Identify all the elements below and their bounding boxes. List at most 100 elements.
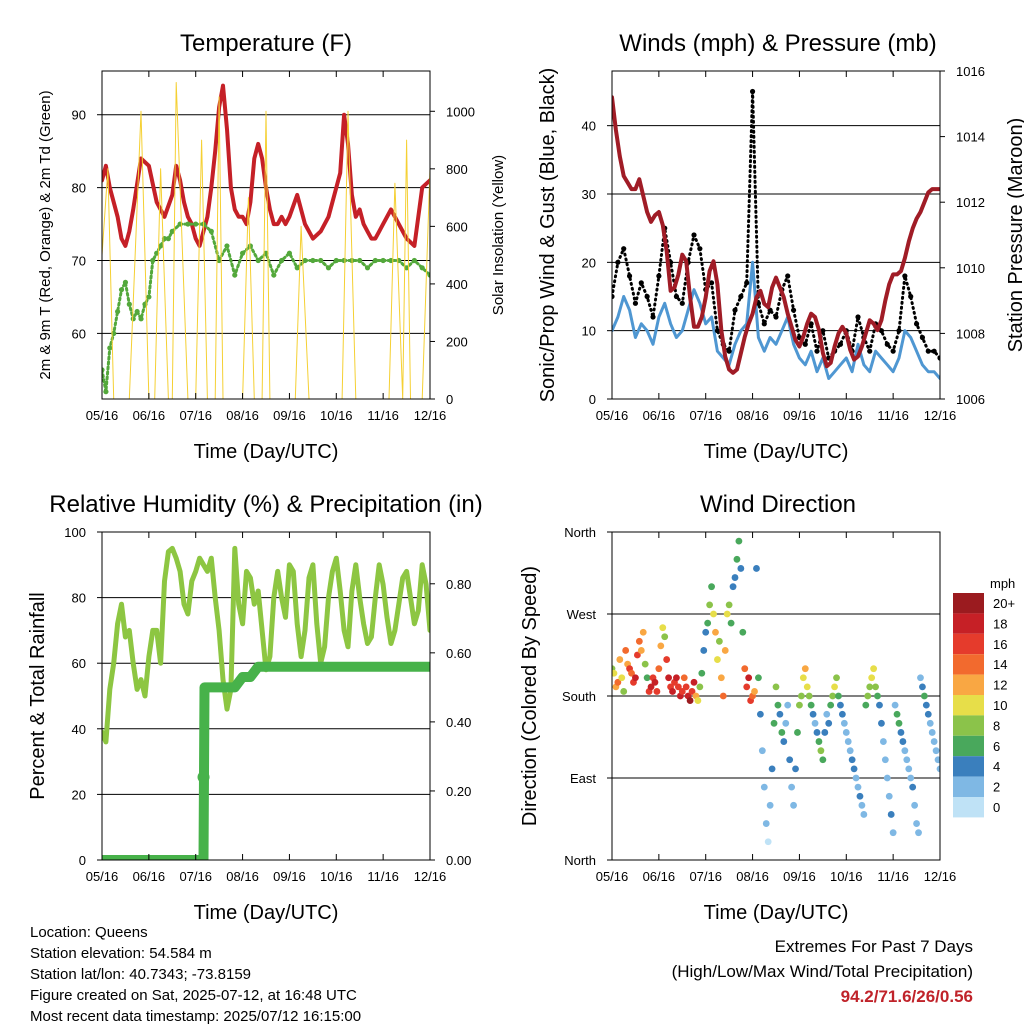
direction-point xyxy=(930,738,938,745)
direction-point xyxy=(911,801,919,809)
series-temp xyxy=(102,83,430,248)
plot-frame xyxy=(101,70,431,400)
direction-point xyxy=(838,710,846,718)
x-tick-label: 11/16 xyxy=(877,408,909,423)
winds-pressure-panel: Winds (mph) & Pressure (mb) 05/16 06/16 07/… xyxy=(537,30,1024,463)
point-dew xyxy=(372,257,378,264)
direction-point xyxy=(723,610,731,618)
chart-title: Temperature (F) xyxy=(180,30,352,57)
direction-point xyxy=(719,692,727,700)
y-right-tick-label: 200 xyxy=(446,334,468,349)
direction-point xyxy=(786,756,794,764)
direction-point xyxy=(708,583,715,591)
point-dew xyxy=(364,265,371,271)
legend-label: 8 xyxy=(993,718,1000,733)
y-right-tick-label: 800 xyxy=(446,162,468,177)
direction-point xyxy=(915,829,922,837)
direction-point xyxy=(796,701,803,709)
y-right-tick-label: 0.40 xyxy=(446,715,471,730)
point-gust xyxy=(632,300,639,306)
direction-point xyxy=(733,555,741,563)
direction-point xyxy=(905,765,913,773)
extremes-box: Extremes For Past 7 Days (High/Low/Max W… xyxy=(672,934,973,1009)
direction-point xyxy=(643,674,651,682)
direction-point xyxy=(717,674,725,682)
direction-point xyxy=(725,601,733,609)
y-tick-label: 0 xyxy=(589,392,596,407)
direction-point xyxy=(673,674,680,682)
point-dew xyxy=(380,257,386,264)
series-pressure xyxy=(612,95,940,375)
point-dew xyxy=(255,257,261,264)
direction-point xyxy=(618,674,626,682)
direction-point xyxy=(756,710,764,718)
point-gust xyxy=(785,273,791,279)
direction-point xyxy=(678,688,686,695)
direction-point xyxy=(920,692,928,700)
legend-swatch xyxy=(953,633,984,655)
direction-point xyxy=(825,719,833,727)
legend-label: 0 xyxy=(993,800,1000,815)
x-tick-label: 12/16 xyxy=(414,408,447,423)
y-right-tick-label: 0.20 xyxy=(446,784,471,799)
y-right-tick-label: 0.60 xyxy=(446,646,471,661)
point-gust xyxy=(802,341,808,347)
direction-point xyxy=(772,683,780,691)
direction-point xyxy=(907,774,915,782)
direction-point xyxy=(766,801,774,809)
point-dew xyxy=(325,265,332,271)
direction-point xyxy=(735,537,743,545)
direction-point xyxy=(712,628,719,636)
legend-label: 6 xyxy=(993,739,1000,754)
direction-point xyxy=(837,701,844,709)
direction-point xyxy=(878,719,885,727)
direction-point xyxy=(819,756,827,764)
point-gust xyxy=(708,280,715,286)
direction-point xyxy=(827,701,835,709)
humidity-precip-panel: Relative Humidity (%) & Precipitation (i… xyxy=(27,491,483,924)
x-tick-label: 05/16 xyxy=(596,408,629,423)
direction-point xyxy=(835,692,842,700)
direction-point xyxy=(768,765,776,773)
direction-point xyxy=(651,678,659,686)
point-dew xyxy=(271,272,277,278)
direction-point xyxy=(831,683,838,691)
direction-point xyxy=(897,729,905,736)
legend-swatch xyxy=(953,613,984,634)
x-tick-label: 09/16 xyxy=(273,408,306,423)
point-dew xyxy=(122,279,129,285)
chart-title: Wind Direction xyxy=(700,491,856,518)
y-right-tick-label: 1010 xyxy=(956,261,985,276)
point-dew xyxy=(216,257,222,264)
y-tick-label: North xyxy=(564,525,596,540)
direction-point xyxy=(704,619,712,627)
direction-point xyxy=(776,710,784,718)
direction-point xyxy=(694,697,702,704)
point-dew xyxy=(396,257,402,264)
x-tick-label: 10/16 xyxy=(320,408,353,423)
x-tick-label: 07/16 xyxy=(179,869,212,884)
direction-point xyxy=(663,656,671,663)
point-dew xyxy=(286,250,293,256)
y-tick-label: 20 xyxy=(72,787,86,802)
point-gust xyxy=(820,328,826,334)
point-gust xyxy=(650,314,656,320)
y-right-tick-label: 1008 xyxy=(956,326,985,341)
x-tick-label: 07/16 xyxy=(689,869,722,884)
x-axis-label: Time (Day/UTC) xyxy=(704,441,849,463)
point-gust xyxy=(673,293,680,300)
y-axis-label: 2m & 9m T (Red, Orange) & 2m Td (Green) xyxy=(37,90,54,379)
x-axis-label: Time (Day/UTC) xyxy=(194,441,339,463)
direction-point xyxy=(811,719,819,727)
direction-point xyxy=(622,647,630,654)
y-tick-label: 90 xyxy=(72,108,86,123)
x-tick-label: 07/16 xyxy=(179,408,212,423)
figure-created: Figure created on Sat, 2025-07-12, at 16… xyxy=(30,987,357,1004)
point-gust xyxy=(890,348,896,354)
direction-point xyxy=(909,783,917,791)
point-gust xyxy=(878,328,885,334)
legend-label: 2 xyxy=(993,780,1000,795)
direction-point xyxy=(700,647,708,654)
direction-point xyxy=(922,701,930,709)
x-tick-label: 05/16 xyxy=(596,869,629,884)
